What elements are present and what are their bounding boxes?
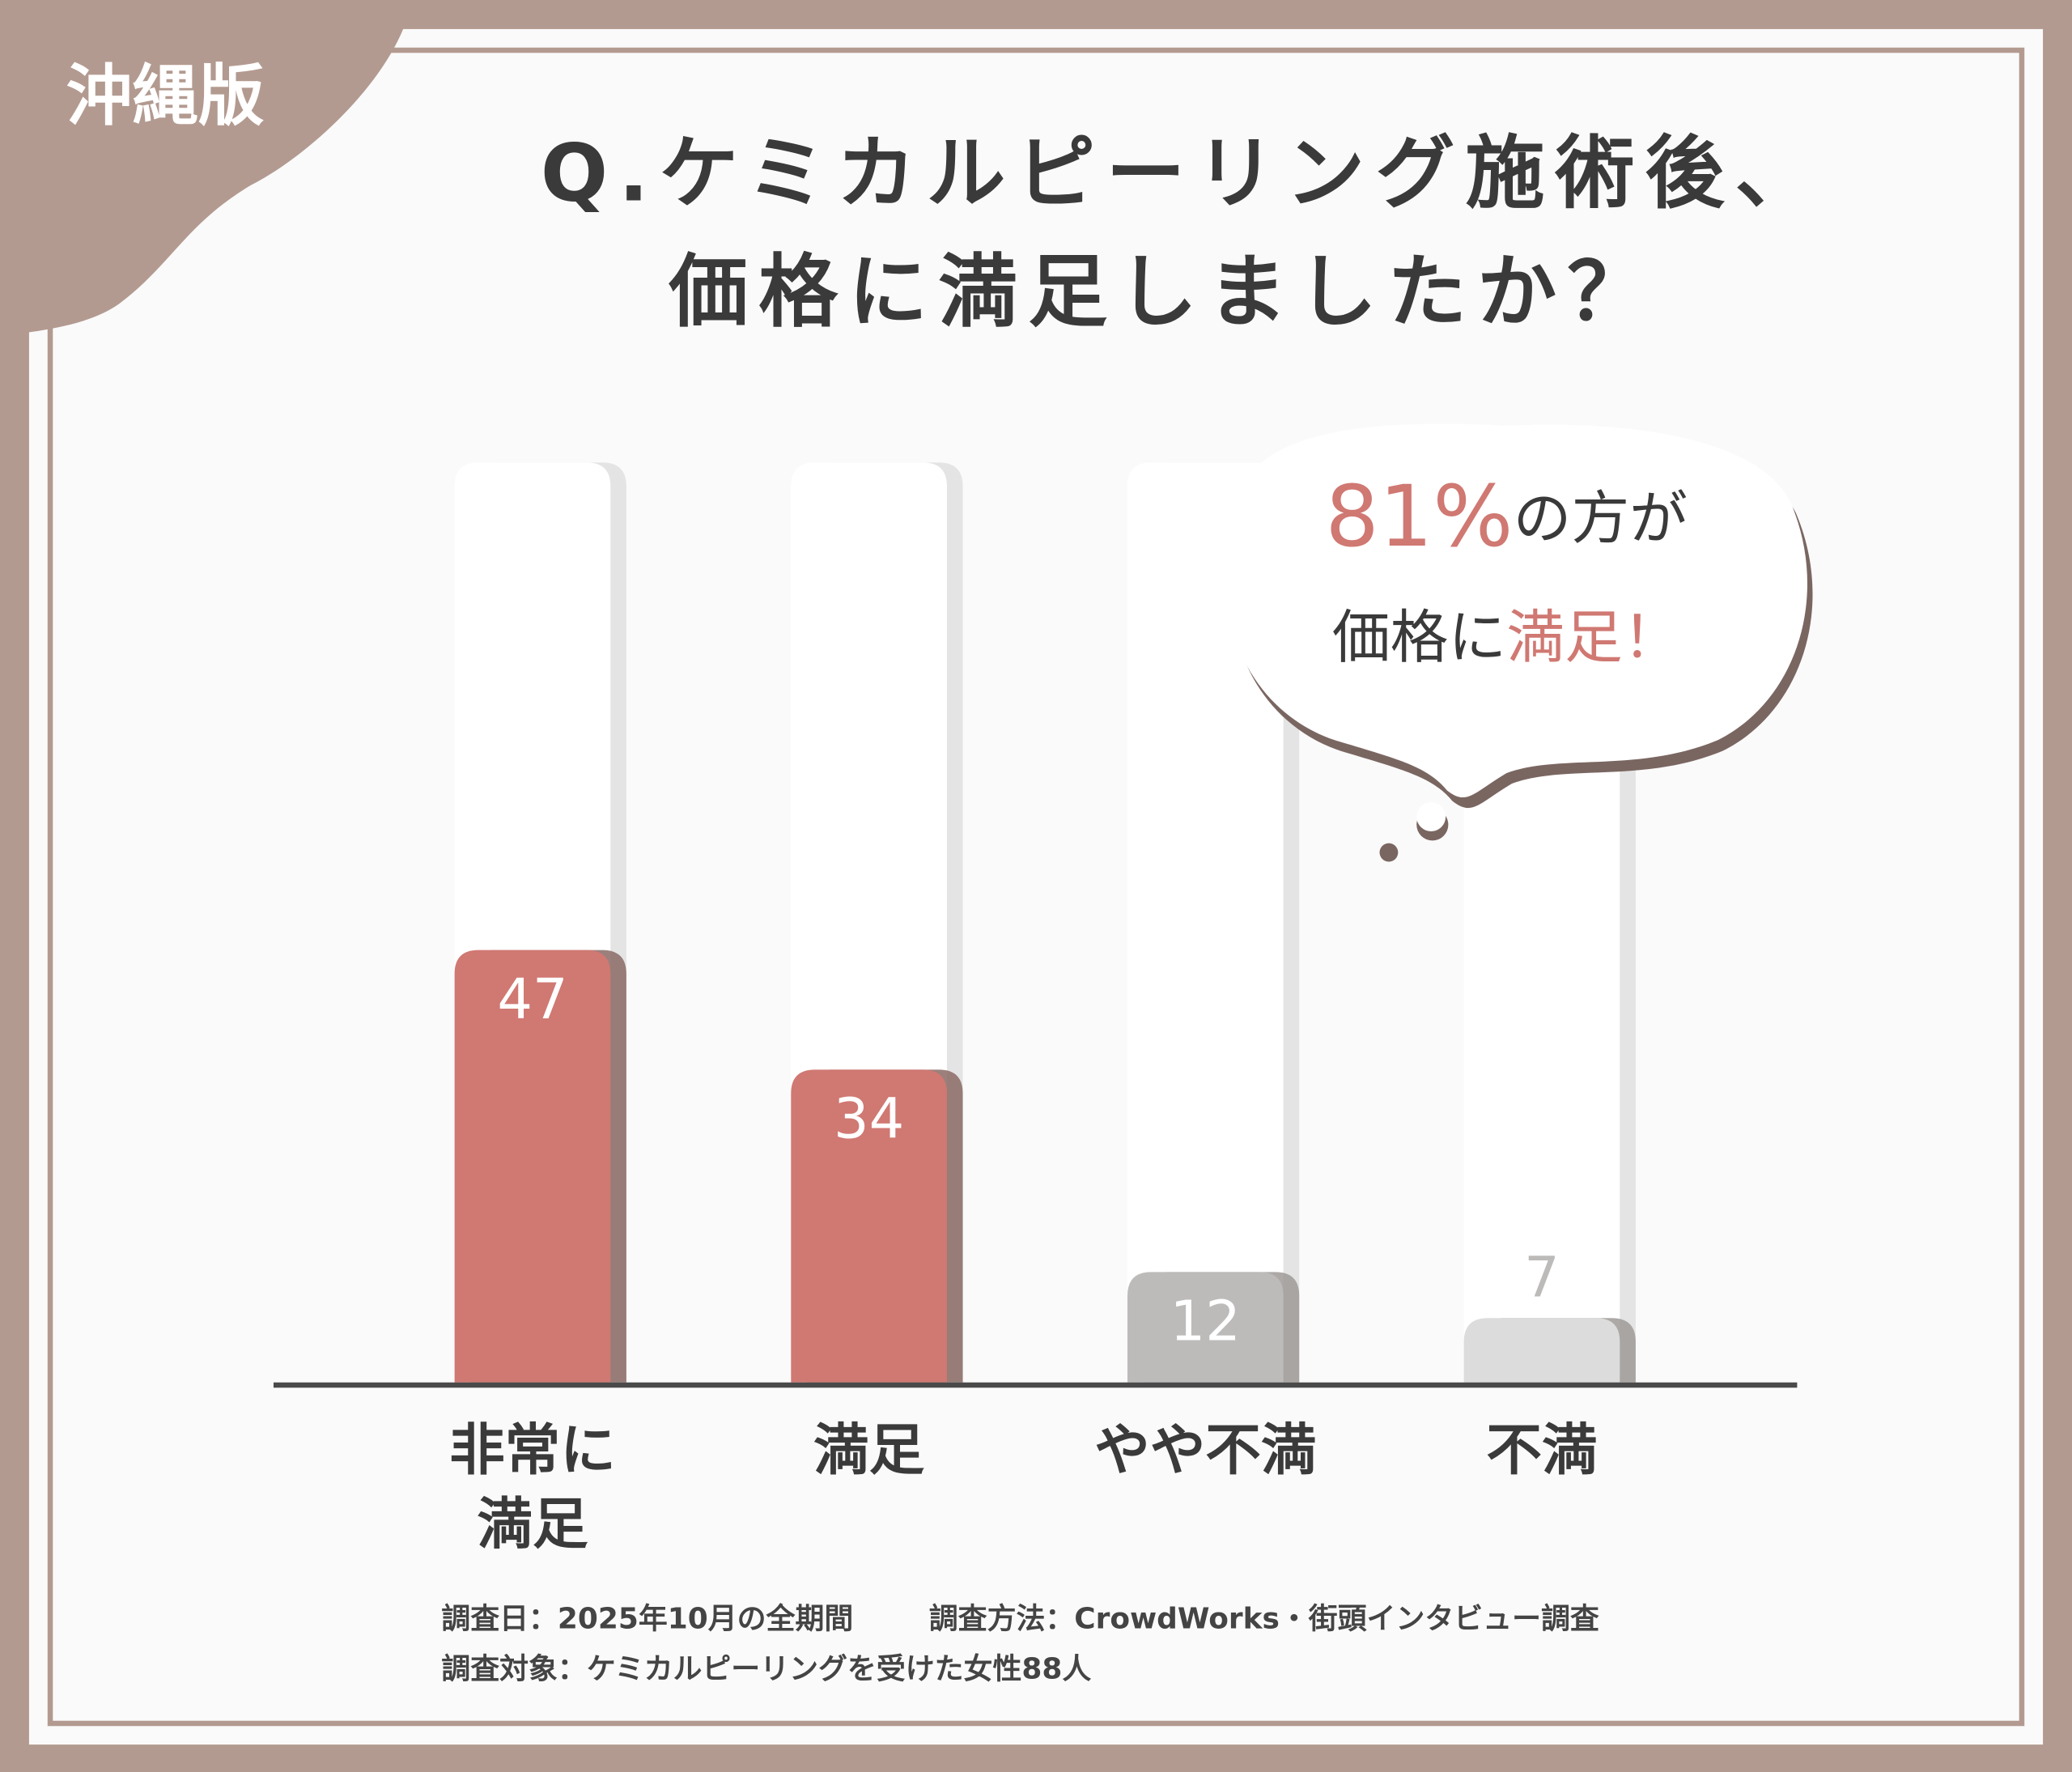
bubble-dot bbox=[1379, 843, 1399, 862]
value-label: 12 bbox=[1170, 1290, 1241, 1354]
bar-track bbox=[1127, 462, 1284, 1383]
bar bbox=[791, 1069, 947, 1383]
panel bbox=[28, 28, 2044, 1745]
callout-bubble bbox=[1225, 423, 1807, 798]
value-label: 7 bbox=[1524, 1246, 1560, 1311]
note: 調査方法：CrowdWorks・街頭インタビュー調査 bbox=[929, 1603, 1599, 1636]
badge: 沖縄版 bbox=[66, 58, 265, 135]
inner-border bbox=[47, 47, 2025, 1727]
bar bbox=[1463, 1318, 1620, 1383]
x-tick-label: 満足 bbox=[813, 1418, 925, 1483]
bar bbox=[1127, 1272, 1284, 1383]
callout-line: 81%の方が bbox=[1325, 467, 1688, 566]
callout-text: 81% bbox=[1325, 467, 1513, 566]
x-tick-label: やや不満 bbox=[1094, 1418, 1316, 1483]
note: 調査日：2025年10月の全期間 bbox=[441, 1602, 853, 1636]
note: 調査対象：ケミカルピーリングを受けた女性88人 bbox=[441, 1653, 1091, 1686]
x-tick-label: 非常に bbox=[449, 1418, 616, 1483]
callout-line: 価格に満足！ bbox=[1332, 602, 1681, 670]
value-label: 47 bbox=[497, 967, 567, 1032]
callout: 81%の方が 価格に満足！ bbox=[1225, 423, 1813, 862]
bar bbox=[454, 950, 611, 1383]
callout-text: 満足！ bbox=[1506, 602, 1680, 670]
callout-text: の方が bbox=[1514, 483, 1688, 551]
x-tick-label: 不満 bbox=[1486, 1418, 1597, 1483]
x-tick-label: 満足 bbox=[477, 1492, 588, 1557]
value-label: 34 bbox=[834, 1087, 904, 1152]
title-line: 価格に満足しましたか？ bbox=[668, 246, 1657, 338]
bubble-dot bbox=[1416, 802, 1446, 831]
corner-blob bbox=[0, 0, 413, 336]
title-line: Q.ケミカルピーリング施術後、 bbox=[541, 127, 1825, 219]
callout-text: 価格に bbox=[1332, 602, 1506, 670]
